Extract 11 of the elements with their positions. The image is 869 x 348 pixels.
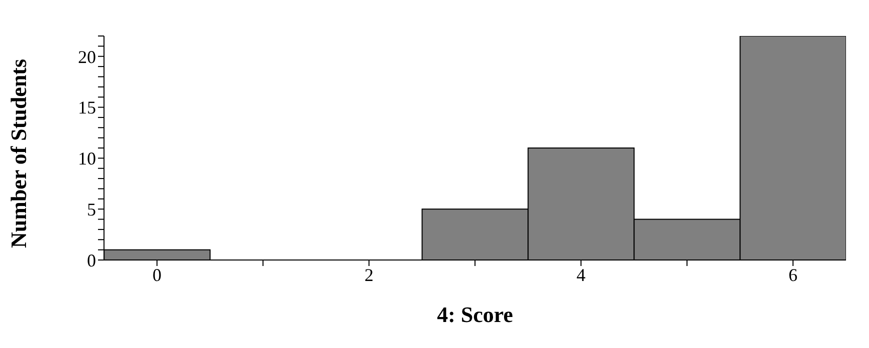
y-tick-label: 20 [78, 46, 96, 67]
x-tick-label: 4 [576, 264, 586, 285]
y-tick-label: 10 [78, 148, 96, 169]
x-tick-label: 2 [364, 264, 374, 285]
x-axis-title: 4: Score [437, 302, 514, 327]
x-tick-label: 6 [788, 264, 798, 285]
y-tick-label: 15 [78, 98, 96, 118]
y-tick-label: 0 [87, 250, 96, 270]
x-tick-label: 0 [152, 264, 162, 285]
y-tick-label: 5 [87, 199, 96, 220]
y-axis-title: Number of Students [6, 58, 31, 248]
